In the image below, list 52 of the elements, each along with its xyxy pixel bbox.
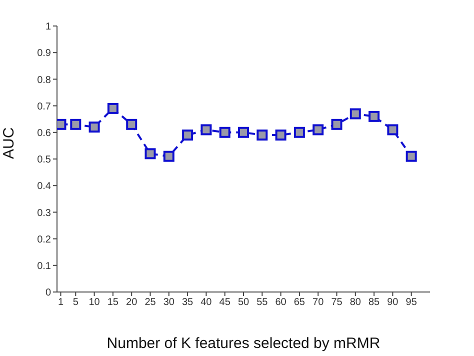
- point: [238, 126, 249, 138]
- x-tick-label: 30: [163, 297, 175, 308]
- x-tick-label: 80: [350, 297, 362, 308]
- x-tick-label: 90: [387, 297, 399, 308]
- y-tick-label: 0.1: [37, 260, 52, 272]
- x-tick-label: 60: [275, 297, 287, 308]
- point: [368, 110, 380, 122]
- y-tick-label: 0.7: [37, 101, 52, 112]
- point: [144, 148, 156, 160]
- x-tick-label: 65: [294, 297, 306, 308]
- x-tick-label: 40: [200, 297, 212, 308]
- point: [350, 108, 361, 120]
- y-tick-label: 0.8: [37, 74, 52, 86]
- x-tick-label: 35: [182, 297, 194, 308]
- x-tick-label: 95: [406, 297, 418, 308]
- y-tick-label: 0: [45, 288, 52, 299]
- x-tick-label: 50: [238, 297, 250, 308]
- point: [88, 122, 100, 133]
- point: [219, 126, 230, 138]
- point: [275, 130, 286, 141]
- point: [200, 124, 212, 136]
- point: [406, 150, 417, 162]
- point: [70, 118, 82, 130]
- y-tick-label: 1: [45, 22, 52, 33]
- y-tick-label: 0.5: [37, 154, 52, 166]
- point: [107, 102, 118, 114]
- point: [312, 124, 324, 136]
- x-tick-label: 5: [72, 297, 79, 308]
- x-tick-label: 15: [107, 297, 119, 308]
- point: [294, 126, 305, 138]
- x-tick-label: 10: [88, 297, 100, 308]
- x-axis-title: Number of K features selected by mRMR: [106, 335, 380, 352]
- x-tick-label: 85: [368, 297, 380, 308]
- x-tick-label: 75: [331, 297, 343, 308]
- point: [256, 130, 268, 141]
- x-tick-label: 25: [144, 297, 156, 308]
- x-tick-label: 1: [58, 297, 64, 308]
- point: [163, 150, 174, 162]
- point: [182, 130, 194, 141]
- y-tick-label: 0.3: [37, 208, 52, 219]
- point: [331, 118, 342, 130]
- y-axis-title: AUC: [0, 127, 18, 159]
- x-tick-label: 20: [126, 297, 138, 308]
- y-tick-label: 0.4: [37, 181, 52, 192]
- x-tick-label: 70: [312, 297, 324, 308]
- point: [387, 124, 398, 136]
- x-tick-label: 55: [256, 297, 268, 308]
- y-tick-label: 0.2: [37, 234, 52, 246]
- x-tick-label: 45: [219, 297, 231, 308]
- point: [126, 118, 138, 130]
- y-tick-label: 0.6: [37, 128, 52, 139]
- y-tick-label: 0.9: [37, 48, 52, 60]
